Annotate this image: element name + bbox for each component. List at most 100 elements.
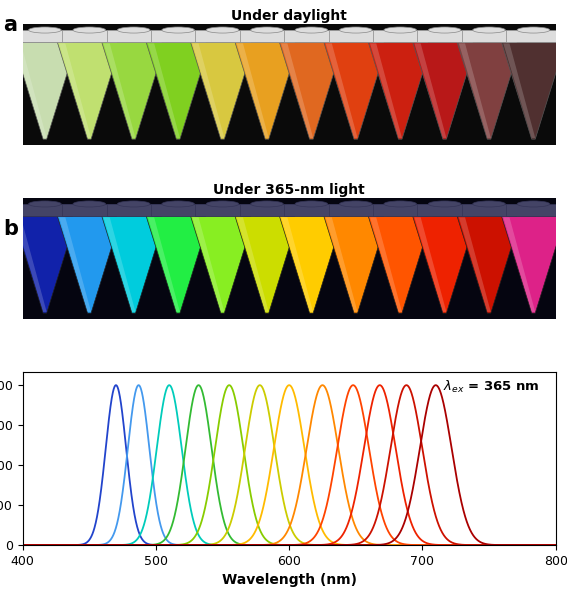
Polygon shape	[151, 204, 205, 216]
Polygon shape	[368, 42, 432, 139]
Polygon shape	[373, 204, 428, 216]
Polygon shape	[417, 204, 472, 216]
Polygon shape	[329, 30, 383, 42]
Polygon shape	[101, 42, 166, 139]
Ellipse shape	[251, 27, 284, 33]
Polygon shape	[506, 30, 561, 42]
Ellipse shape	[428, 27, 461, 33]
Polygon shape	[373, 30, 428, 42]
Polygon shape	[191, 216, 255, 313]
Polygon shape	[280, 42, 344, 139]
Polygon shape	[235, 42, 299, 139]
Polygon shape	[462, 204, 516, 216]
Polygon shape	[413, 216, 477, 313]
Polygon shape	[18, 204, 72, 216]
Polygon shape	[101, 216, 166, 313]
Text: a: a	[3, 15, 17, 35]
Polygon shape	[148, 43, 180, 138]
Polygon shape	[506, 204, 561, 216]
Polygon shape	[57, 42, 121, 139]
Polygon shape	[18, 30, 72, 42]
Polygon shape	[459, 217, 491, 312]
Polygon shape	[501, 216, 565, 313]
Polygon shape	[284, 204, 338, 216]
Polygon shape	[151, 30, 205, 42]
Ellipse shape	[73, 201, 105, 207]
Ellipse shape	[295, 27, 328, 33]
Polygon shape	[59, 217, 91, 312]
Polygon shape	[62, 204, 116, 216]
Polygon shape	[414, 217, 446, 312]
Polygon shape	[329, 204, 383, 216]
Ellipse shape	[517, 27, 550, 33]
Polygon shape	[104, 217, 136, 312]
Polygon shape	[148, 217, 180, 312]
Polygon shape	[281, 217, 313, 312]
Polygon shape	[196, 30, 249, 42]
Polygon shape	[284, 30, 338, 42]
Ellipse shape	[473, 201, 505, 207]
Ellipse shape	[73, 27, 105, 33]
Polygon shape	[15, 217, 46, 312]
Ellipse shape	[206, 27, 239, 33]
Polygon shape	[413, 42, 477, 139]
Polygon shape	[13, 216, 77, 313]
Ellipse shape	[517, 201, 550, 207]
Text: b: b	[3, 219, 18, 238]
Polygon shape	[324, 42, 388, 139]
Text: $\lambda_{ex}$ = 365 nm: $\lambda_{ex}$ = 365 nm	[443, 379, 540, 395]
Ellipse shape	[206, 201, 239, 207]
Polygon shape	[13, 42, 77, 139]
Polygon shape	[15, 43, 46, 138]
Ellipse shape	[428, 201, 461, 207]
Polygon shape	[503, 217, 535, 312]
Polygon shape	[370, 43, 402, 138]
Polygon shape	[414, 43, 446, 138]
Polygon shape	[235, 216, 299, 313]
Polygon shape	[462, 30, 516, 42]
Polygon shape	[417, 30, 472, 42]
Polygon shape	[325, 217, 358, 312]
Polygon shape	[503, 43, 535, 138]
Polygon shape	[324, 216, 388, 313]
Ellipse shape	[117, 27, 150, 33]
Polygon shape	[370, 217, 402, 312]
Title: Under daylight: Under daylight	[231, 9, 347, 23]
Polygon shape	[459, 43, 491, 138]
Polygon shape	[281, 43, 313, 138]
Ellipse shape	[162, 201, 194, 207]
Polygon shape	[192, 43, 225, 138]
Polygon shape	[237, 43, 269, 138]
Ellipse shape	[384, 27, 417, 33]
Polygon shape	[280, 216, 344, 313]
Polygon shape	[107, 204, 161, 216]
Polygon shape	[196, 204, 249, 216]
Polygon shape	[240, 204, 294, 216]
Polygon shape	[237, 217, 269, 312]
Ellipse shape	[28, 27, 61, 33]
Ellipse shape	[162, 27, 194, 33]
Ellipse shape	[473, 27, 505, 33]
Polygon shape	[457, 216, 521, 313]
Polygon shape	[192, 217, 225, 312]
Polygon shape	[457, 42, 521, 139]
Polygon shape	[240, 30, 294, 42]
Ellipse shape	[384, 201, 417, 207]
Ellipse shape	[117, 201, 150, 207]
Polygon shape	[368, 216, 432, 313]
Ellipse shape	[340, 27, 372, 33]
Ellipse shape	[295, 201, 328, 207]
Polygon shape	[107, 30, 161, 42]
Polygon shape	[146, 216, 210, 313]
Polygon shape	[59, 43, 91, 138]
Polygon shape	[104, 43, 136, 138]
Polygon shape	[191, 42, 255, 139]
X-axis label: Wavelength (nm): Wavelength (nm)	[222, 573, 357, 588]
Polygon shape	[57, 216, 121, 313]
Polygon shape	[62, 30, 116, 42]
Ellipse shape	[340, 201, 372, 207]
Ellipse shape	[251, 201, 284, 207]
Ellipse shape	[28, 201, 61, 207]
Polygon shape	[325, 43, 358, 138]
Title: Under 365-nm light: Under 365-nm light	[213, 183, 365, 196]
